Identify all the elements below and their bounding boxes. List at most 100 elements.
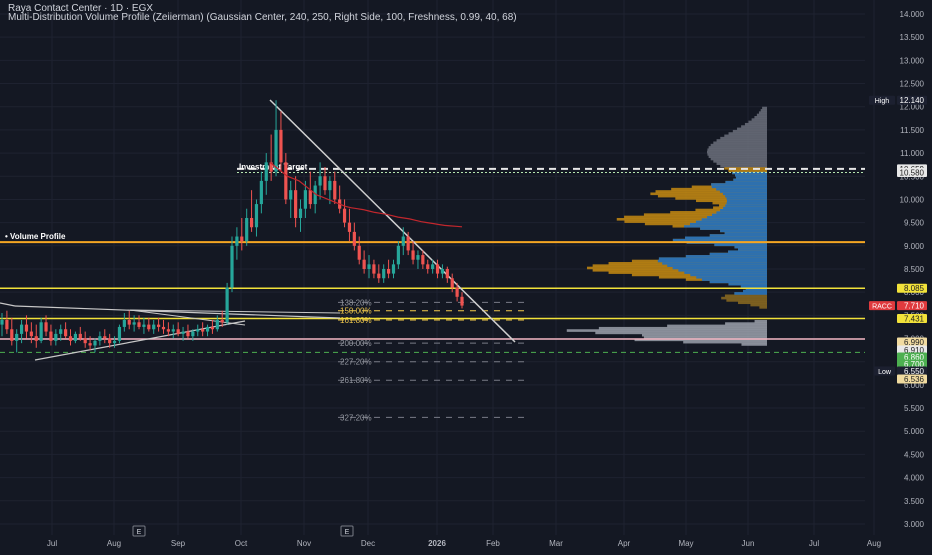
candle-body xyxy=(19,324,24,334)
price-label-tag: RACC xyxy=(872,304,892,311)
candle-body xyxy=(225,287,229,323)
volume-profile-bar xyxy=(748,120,767,124)
candle-body xyxy=(284,162,288,200)
candle-body xyxy=(93,340,97,346)
volume-profile-bar xyxy=(707,150,767,154)
volume-profile-value-area xyxy=(701,278,767,281)
candle-body xyxy=(83,338,87,344)
candle-body xyxy=(186,331,190,337)
volume-profile-value-area xyxy=(690,222,767,226)
candle-body xyxy=(156,324,161,327)
volume-profile-bar xyxy=(744,122,767,126)
volume-profile-bar xyxy=(634,338,767,342)
indicator-title: Multi-Distribution Volume Profile (Zeiie… xyxy=(8,12,517,23)
price-label-tag-box xyxy=(869,301,895,311)
candle-body xyxy=(259,180,263,205)
candle-body xyxy=(333,180,337,200)
volume-profile-bar xyxy=(741,343,767,346)
candle-body xyxy=(88,343,92,346)
volume-profile-value-area xyxy=(728,282,767,286)
volume-profile-value-area xyxy=(690,273,767,277)
price-label-value: 6.990 xyxy=(904,338,925,347)
volume-profile-bar xyxy=(721,296,767,300)
volume-profile-bar xyxy=(725,322,767,325)
y-tick-label: 4.000 xyxy=(904,474,925,483)
volume-profile-value-area xyxy=(722,192,767,196)
candle-body xyxy=(440,268,445,274)
candle-body xyxy=(245,217,249,242)
candle-body xyxy=(196,329,200,332)
volume-profile-value-area xyxy=(711,185,767,189)
volume-profile-value-area xyxy=(724,231,767,235)
price-label-box xyxy=(897,374,927,384)
x-tick-label: Oct xyxy=(235,539,248,548)
volume-profile-bar xyxy=(756,113,767,117)
volume-profile-value-area xyxy=(711,183,767,186)
y-tick-label: 13.000 xyxy=(900,56,925,65)
candle-body xyxy=(34,336,38,341)
volume-profile-bar xyxy=(650,192,767,196)
candle-body xyxy=(455,287,459,297)
y-tick-label: 6.000 xyxy=(904,381,925,390)
volume-profile-value-area xyxy=(667,264,767,267)
moving-average-line xyxy=(269,161,463,228)
price-label-tag-box xyxy=(874,366,895,376)
candle-body xyxy=(10,329,14,341)
candle-body xyxy=(73,333,78,341)
price-label-value: 8.085 xyxy=(904,284,925,293)
candle-body xyxy=(450,278,454,288)
price-label-value: 6.536 xyxy=(904,375,925,384)
price-label-box xyxy=(897,352,927,362)
candle-body xyxy=(78,333,82,339)
price-label-value: 7.710 xyxy=(904,302,925,311)
volume-profile-value-area xyxy=(709,280,767,284)
volume-profile-value-area xyxy=(726,199,767,203)
volume-profile-value-area xyxy=(672,266,767,270)
volume-profile-value-area xyxy=(707,215,767,219)
volume-profile-bar xyxy=(675,197,767,200)
candle-body xyxy=(108,338,112,344)
candle-body xyxy=(64,329,68,337)
candle-body xyxy=(426,264,430,269)
candle-body xyxy=(122,319,126,327)
volume-profile-bar xyxy=(641,333,767,337)
volume-profile-value-area xyxy=(700,227,767,230)
trend-line xyxy=(129,309,341,314)
price-label-box xyxy=(897,314,927,324)
volume-profile-bar xyxy=(750,303,767,307)
candle-body xyxy=(98,336,102,341)
candle-body xyxy=(372,264,376,274)
x-tick-label: Nov xyxy=(297,539,311,548)
candle-body xyxy=(68,336,73,341)
x-tick-label: Dec xyxy=(361,539,375,548)
price-label-tag-box xyxy=(869,95,895,105)
volume-profile-bar xyxy=(716,162,767,165)
volume-profile-value-area xyxy=(725,204,767,207)
candle-body xyxy=(220,319,224,323)
price-label-box xyxy=(897,345,927,355)
volume-profile-bar xyxy=(754,115,767,119)
volume-profile-bar xyxy=(720,136,767,140)
candle-body xyxy=(201,329,205,332)
volume-profile-value-area xyxy=(725,194,767,198)
candle-body xyxy=(391,264,396,274)
candle-body xyxy=(54,333,58,341)
volume-profile-bar xyxy=(643,336,767,339)
candle-body xyxy=(254,204,259,228)
y-tick-label: 5.500 xyxy=(904,404,925,413)
candle-body xyxy=(235,236,239,246)
trend-line xyxy=(34,320,246,361)
volume-profile-value-area xyxy=(725,180,767,184)
x-tick-label: Jun xyxy=(742,539,755,548)
candle-body xyxy=(431,264,435,269)
candle-body xyxy=(176,329,180,334)
fib-level-label: 150.00% xyxy=(340,307,372,316)
volume-profile-bar xyxy=(762,106,767,110)
volume-profile-bar xyxy=(598,326,767,330)
y-tick-label: 12.500 xyxy=(900,80,925,89)
price-label-tag: Low xyxy=(878,369,892,376)
volume-profile-bar xyxy=(724,134,767,138)
